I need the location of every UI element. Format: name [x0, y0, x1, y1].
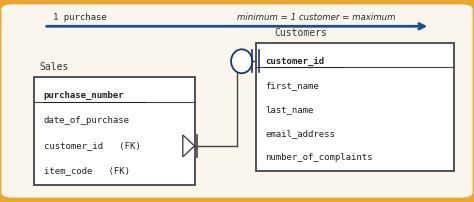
Text: first_name: first_name [265, 81, 319, 90]
Text: minimum = 1 customer = maximum: minimum = 1 customer = maximum [237, 13, 395, 22]
FancyBboxPatch shape [35, 77, 195, 185]
Text: last_name: last_name [265, 105, 314, 114]
Polygon shape [183, 135, 195, 157]
Text: Customers: Customers [275, 28, 328, 38]
Text: Sales: Sales [39, 62, 68, 72]
FancyBboxPatch shape [256, 43, 454, 171]
Text: date_of_purchase: date_of_purchase [44, 116, 130, 125]
Text: customer_id   (FK): customer_id (FK) [44, 141, 141, 150]
Text: email_address: email_address [265, 129, 335, 138]
Text: item_code   (FK): item_code (FK) [44, 166, 130, 175]
Text: purchase_number: purchase_number [44, 91, 124, 100]
Text: number_of_complaints: number_of_complaints [265, 153, 373, 162]
Ellipse shape [231, 49, 252, 73]
FancyBboxPatch shape [1, 4, 473, 198]
Text: 1 purchase: 1 purchase [53, 13, 107, 22]
Text: customer_id: customer_id [265, 57, 324, 66]
